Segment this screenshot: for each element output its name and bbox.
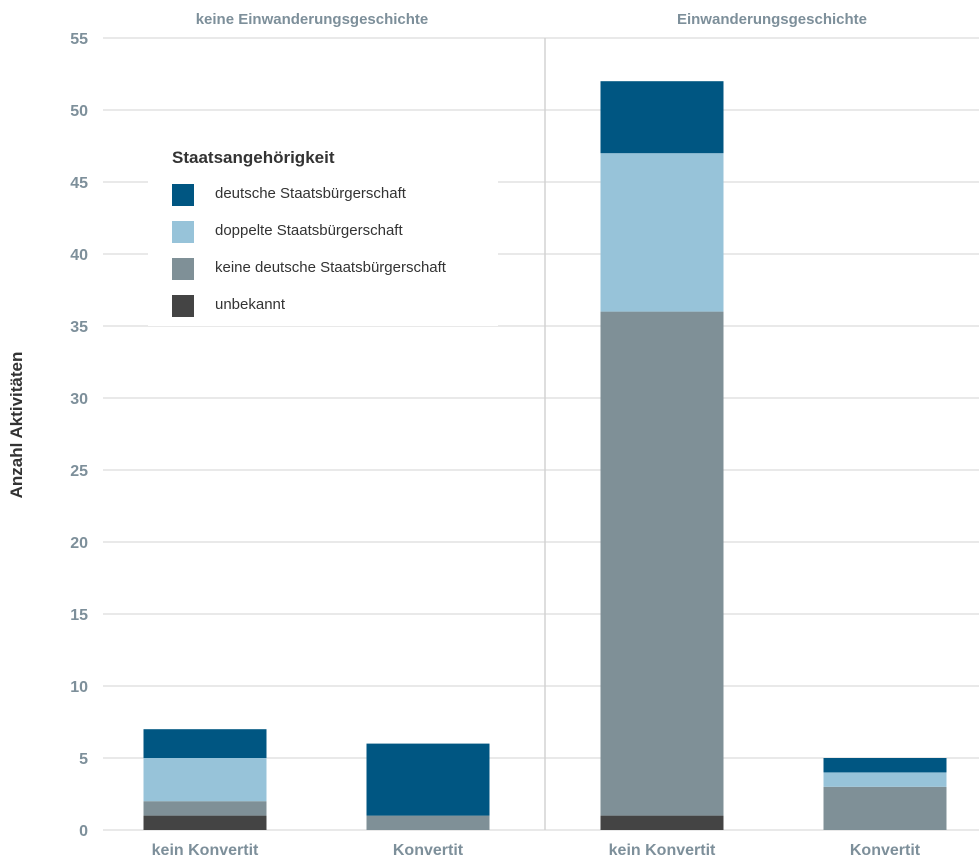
y-tick-label: 5 bbox=[79, 751, 88, 768]
y-tick-label: 30 bbox=[70, 391, 88, 408]
legend-label: doppelte Staatsbürgerschaft bbox=[215, 222, 403, 239]
y-tick-label: 20 bbox=[70, 535, 88, 552]
category-label: Konvertit bbox=[850, 842, 921, 859]
y-tick-label: 25 bbox=[70, 463, 88, 480]
legend-swatch bbox=[172, 295, 194, 317]
y-tick-labels: 0 5 10 15 20 25 30 35 40 45 50 55 bbox=[70, 31, 88, 840]
category-label: Konvertit bbox=[393, 842, 464, 859]
legend-swatch bbox=[172, 258, 194, 280]
bar-segment bbox=[600, 81, 724, 154]
bar-segment bbox=[366, 743, 490, 816]
category-label: kein Konvertit bbox=[152, 842, 259, 859]
y-axis-label: Anzahl Aktivitäten bbox=[7, 352, 26, 499]
legend-title: Staatsangehörigkeit bbox=[172, 148, 335, 167]
bar-segment bbox=[600, 153, 724, 312]
bar-segment bbox=[600, 815, 724, 830]
bar-segment bbox=[366, 815, 490, 830]
panel-title: keine Einwanderungsgeschichte bbox=[196, 11, 429, 28]
y-tick-label: 35 bbox=[70, 319, 88, 336]
legend-swatch bbox=[172, 221, 194, 243]
panel-title: Einwanderungsgeschichte bbox=[677, 11, 867, 28]
bar-segment bbox=[143, 758, 267, 802]
bar-segment bbox=[823, 758, 947, 773]
panel-titles: keine Einwanderungsgeschichte Einwanderun… bbox=[196, 11, 867, 28]
y-tick-label: 0 bbox=[79, 823, 88, 840]
category-label: kein Konvertit bbox=[609, 842, 716, 859]
y-tick-label: 15 bbox=[70, 607, 88, 624]
bar-segment bbox=[143, 729, 267, 758]
bar-segment bbox=[823, 786, 947, 830]
legend-swatch bbox=[172, 184, 194, 206]
category-labels: kein Konvertit Konvertit kein Konvertit Kon… bbox=[152, 842, 921, 859]
bar-segment bbox=[600, 311, 724, 816]
bars bbox=[143, 81, 947, 830]
y-tick-label: 40 bbox=[70, 247, 88, 264]
legend-label: deutsche Staatsbürgerschaft bbox=[215, 185, 406, 202]
y-tick-label: 45 bbox=[70, 175, 88, 192]
legend-label: keine deutsche Staatsbürgerschaft bbox=[215, 259, 446, 276]
legend-label: unbekannt bbox=[215, 296, 286, 313]
bar-segment bbox=[143, 801, 267, 816]
y-tick-label: 10 bbox=[70, 679, 88, 696]
bar-segment bbox=[143, 815, 267, 830]
y-tick-label: 55 bbox=[70, 31, 88, 48]
y-tick-label: 50 bbox=[70, 103, 88, 120]
bar-segment bbox=[823, 772, 947, 787]
legend: Staatsangehörigkeit deutsche Staatsbürge… bbox=[148, 136, 498, 326]
